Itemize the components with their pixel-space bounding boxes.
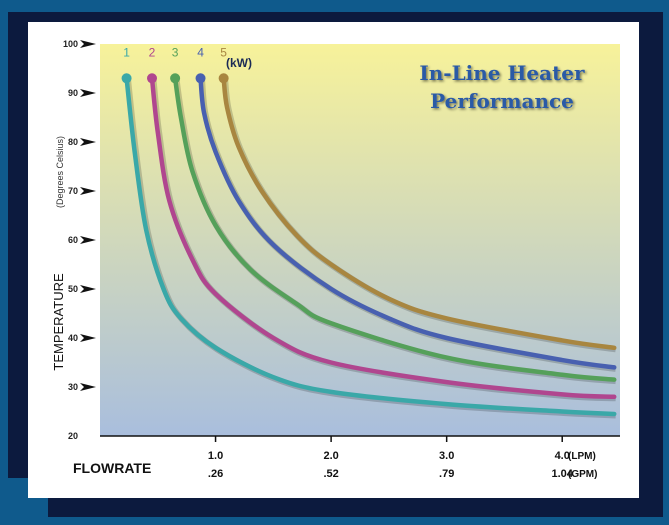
series-curves bbox=[121, 73, 617, 419]
chart-title: In-Line Heater Performance bbox=[419, 61, 585, 113]
x-tick-label-gpm: .79 bbox=[439, 468, 454, 480]
y-tick-arrow bbox=[80, 383, 96, 391]
y-tick-arrow bbox=[80, 334, 96, 342]
y-axis-sublabel: (Degrees Celsius) bbox=[55, 136, 65, 208]
y-tick-label: 20 bbox=[68, 431, 78, 441]
series-label-3: 3 bbox=[172, 45, 179, 59]
y-tick-arrow bbox=[80, 89, 96, 97]
x-tick-label-gpm: .52 bbox=[323, 468, 338, 480]
y-tick-label: 60 bbox=[68, 235, 78, 245]
series-label-5: 5 bbox=[220, 45, 227, 59]
x-tick-label-lpm: 2.0 bbox=[323, 450, 338, 462]
series-start-dot bbox=[121, 73, 132, 84]
y-axis-label: TEMPERATURE bbox=[51, 273, 66, 371]
x-unit-lpm: (LPM) bbox=[568, 451, 596, 462]
x-tick-label-gpm: 1.04 bbox=[552, 468, 574, 480]
y-tick-label: 50 bbox=[68, 284, 78, 294]
y-tick-label: 30 bbox=[68, 382, 78, 392]
series-start-dot bbox=[195, 73, 206, 84]
y-tick-arrow bbox=[80, 187, 96, 195]
x-tick-label-lpm: 4.0 bbox=[555, 450, 570, 462]
series-line-4 bbox=[198, 76, 617, 370]
series-label-4: 4 bbox=[197, 45, 204, 59]
legend-unit: (kW) bbox=[226, 56, 252, 70]
x-tick-label-gpm: .26 bbox=[208, 468, 223, 480]
series-labels: 1 2 3 4 5 bbox=[123, 45, 227, 59]
series-start-dot bbox=[218, 73, 229, 84]
series-line-3 bbox=[172, 76, 617, 382]
x-tick-label-lpm: 1.0 bbox=[208, 450, 223, 462]
y-axis-ticks: 20 30 40 50 60 70 80 90 100 bbox=[63, 39, 96, 441]
y-tick-label: 70 bbox=[68, 186, 78, 196]
y-tick-label: 90 bbox=[68, 88, 78, 98]
y-tick-arrow bbox=[80, 138, 96, 146]
series-label-2: 2 bbox=[149, 45, 156, 59]
title-line-1: In-Line Heater bbox=[419, 61, 585, 85]
title-line-2: Performance bbox=[430, 89, 574, 113]
heater-performance-chart: 20 30 40 50 60 70 80 90 100 1.0 .26 2.0 .52 3.0 .79 4.… bbox=[51, 39, 620, 480]
x-tick-label-lpm: 3.0 bbox=[439, 450, 454, 462]
series-line-5 bbox=[221, 76, 617, 351]
x-axis-label: FLOWRATE bbox=[73, 460, 151, 476]
y-tick-label: 80 bbox=[68, 137, 78, 147]
x-axis-ticks: 1.0 .26 2.0 .52 3.0 .79 4.0 1.04 bbox=[208, 436, 574, 480]
y-tick-arrow bbox=[80, 236, 96, 244]
y-tick-arrow bbox=[80, 40, 96, 48]
y-tick-label: 40 bbox=[68, 333, 78, 343]
series-label-1: 1 bbox=[123, 45, 130, 59]
chart-card: 20 30 40 50 60 70 80 90 100 1.0 .26 2.0 .52 3.0 .79 4.… bbox=[28, 22, 639, 498]
y-tick-label: 100 bbox=[63, 39, 78, 49]
series-start-dot bbox=[147, 73, 157, 84]
series-start-dot bbox=[170, 73, 181, 84]
series-line-1 bbox=[124, 76, 617, 417]
x-unit-gpm: (GPM) bbox=[568, 469, 597, 480]
y-tick-arrow bbox=[80, 285, 96, 293]
series-line-2 bbox=[149, 76, 617, 400]
